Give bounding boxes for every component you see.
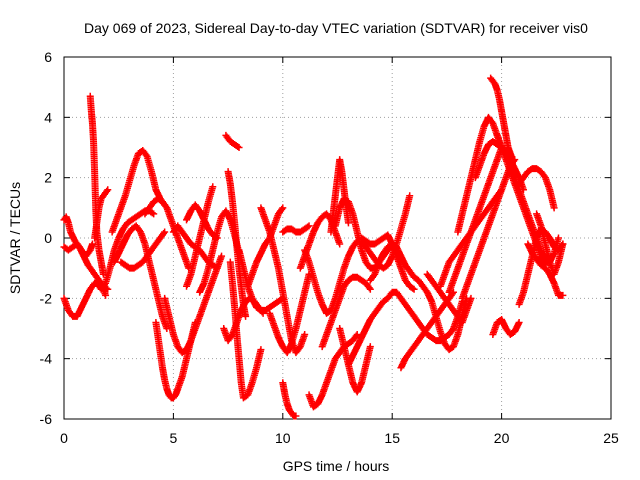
series-sat-30	[318, 273, 374, 351]
data-point-markers	[220, 294, 267, 345]
data-series	[60, 74, 567, 420]
y-tick-label: -6	[40, 411, 53, 427]
data-point-markers	[224, 168, 250, 320]
series-sat-07	[108, 147, 169, 236]
series-sat-09	[117, 228, 169, 272]
series-sat-17	[222, 131, 243, 151]
data-point-markers	[279, 379, 300, 420]
y-tick-label: 2	[44, 170, 52, 186]
series-sat-12	[161, 252, 226, 357]
x-tick-label: 10	[275, 430, 291, 446]
series-sat-43	[445, 144, 506, 296]
series-sat-28	[301, 237, 361, 317]
data-point-markers	[318, 273, 374, 351]
chart-title: Day 069 of 2023, Sidereal Day-to-day VTE…	[84, 20, 588, 36]
series-sat-45	[458, 156, 519, 302]
data-point-markers	[423, 270, 475, 326]
data-point-markers	[489, 315, 523, 339]
data-point-markers	[327, 156, 352, 236]
y-tick-label: 0	[44, 230, 52, 246]
x-axis-label: GPS time / hours	[283, 458, 390, 474]
data-point-markers	[91, 186, 112, 242]
series-sat-46	[487, 74, 517, 164]
y-tick-label: 6	[44, 49, 52, 65]
y-tick-label: -4	[40, 351, 53, 367]
series-sat-31	[327, 156, 352, 236]
series-sat-25	[279, 379, 300, 420]
data-point-markers	[108, 147, 169, 236]
series-sat-23	[257, 204, 309, 357]
y-tick-label: -2	[40, 290, 53, 306]
series-sat-06	[91, 186, 112, 242]
data-point-markers	[366, 240, 427, 290]
series-sat-49	[489, 315, 523, 339]
data-point-markers	[183, 183, 217, 290]
data-point-markers	[222, 131, 243, 151]
data-point-markers	[266, 270, 313, 357]
axis-ticks: 0 5 10 15 20 25 -6 -4 -2 0 2 4 6	[40, 49, 619, 446]
data-point-markers	[60, 240, 96, 260]
data-point-markers	[524, 240, 567, 299]
data-point-markers	[257, 204, 309, 357]
y-tick-label: 4	[44, 109, 52, 125]
series-sat-03	[60, 240, 96, 260]
data-point-markers	[279, 222, 313, 236]
data-point-markers	[458, 156, 519, 302]
series-sat-54	[533, 210, 567, 278]
data-point-markers	[110, 222, 171, 332]
series-sat-53	[524, 240, 567, 299]
y-axis-label: SDTVAR / TECUs	[7, 182, 23, 294]
data-point-markers	[301, 237, 361, 317]
series-sat-52	[515, 165, 558, 212]
series-sat-20	[220, 294, 267, 345]
x-tick-label: 0	[60, 430, 68, 446]
x-tick-label: 15	[384, 430, 400, 446]
series-sat-19	[224, 168, 250, 320]
data-point-markers	[487, 74, 517, 164]
x-tick-label: 5	[170, 430, 178, 446]
series-sat-26	[279, 222, 313, 236]
data-point-markers	[445, 144, 506, 296]
data-point-markers	[515, 165, 558, 212]
data-point-markers	[344, 288, 418, 369]
data-point-markers	[533, 210, 567, 278]
x-tick-label: 25	[603, 430, 619, 446]
data-point-markers	[117, 228, 169, 272]
series-sat-08	[110, 222, 171, 332]
series-sat-37	[366, 240, 427, 290]
series-sat-24	[266, 270, 313, 357]
series-sat-36	[344, 288, 418, 369]
series-sat-15	[183, 183, 217, 290]
x-tick-label: 20	[494, 430, 510, 446]
data-point-markers	[161, 252, 226, 357]
series-sat-41	[423, 270, 475, 326]
